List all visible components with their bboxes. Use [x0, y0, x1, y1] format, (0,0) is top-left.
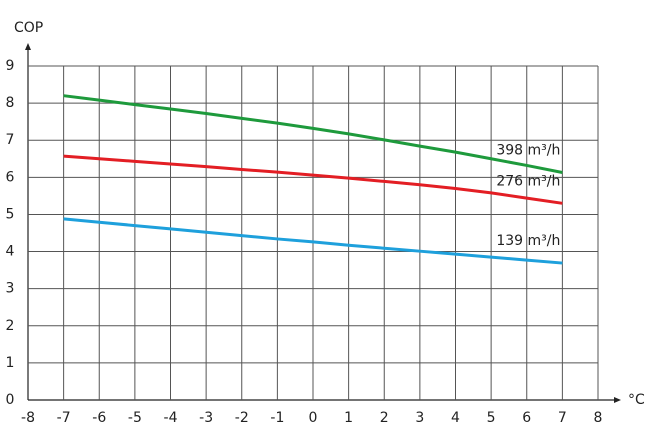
series-line	[63, 94, 563, 174]
x-tick-label: -2	[235, 410, 249, 426]
x-tick-label: -3	[199, 410, 213, 426]
y-tick-label: 9	[6, 58, 15, 74]
x-tick-label: 8	[594, 410, 603, 426]
x-tick-label: -6	[92, 410, 106, 426]
y-axis-label: COP	[14, 20, 43, 36]
y-tick-label: 4	[6, 244, 15, 260]
y-tick-label: 1	[6, 355, 15, 371]
series-line	[63, 217, 563, 265]
x-axis-label: °C	[628, 392, 645, 408]
x-tick-label: 2	[380, 410, 389, 426]
series-label: 139 m³/h	[496, 233, 560, 249]
x-tick-label: 0	[309, 410, 318, 426]
x-tick-label: -7	[57, 410, 71, 426]
series-line	[63, 154, 563, 205]
x-tick-label: -1	[270, 410, 284, 426]
x-tick-label: -4	[164, 410, 178, 426]
x-tick-label: 6	[522, 410, 531, 426]
y-tick-label: 5	[6, 206, 15, 222]
y-tick-label: 3	[6, 281, 15, 297]
x-tick-label: -5	[128, 410, 142, 426]
x-tick-label: 4	[451, 410, 460, 426]
y-tick-label: 0	[6, 392, 15, 408]
x-tick-label: 5	[487, 410, 496, 426]
x-tick-label: 3	[415, 410, 424, 426]
x-tick-label: 1	[344, 410, 353, 426]
x-tick-label: 7	[558, 410, 567, 426]
y-tick-label: 7	[6, 132, 15, 148]
y-axis-arrow	[25, 43, 31, 50]
y-tick-label: 6	[6, 169, 15, 185]
y-tick-label: 2	[6, 318, 15, 334]
y-tick-label: 8	[6, 95, 15, 111]
x-tick-label: -8	[21, 410, 35, 426]
series-label: 398 m³/h	[496, 143, 560, 159]
series-label: 276 m³/h	[496, 173, 560, 189]
x-axis-arrow	[614, 397, 621, 403]
